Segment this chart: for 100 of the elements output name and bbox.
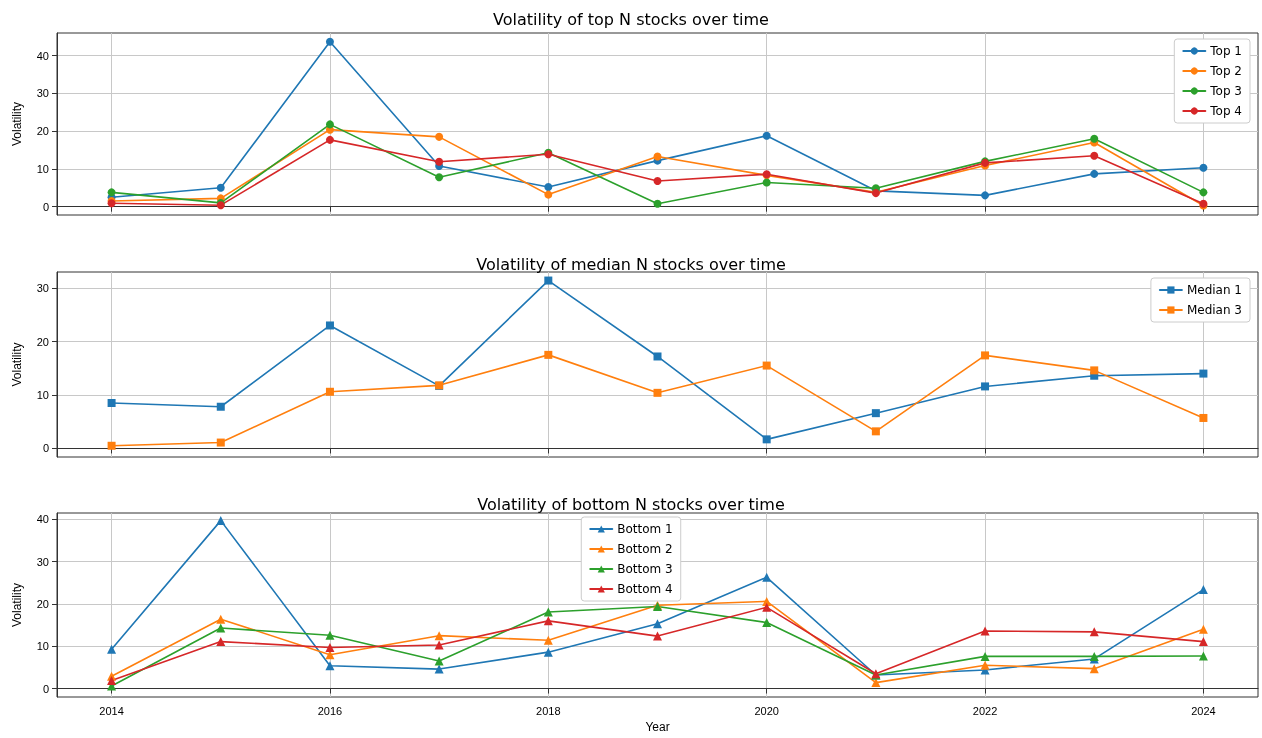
point bbox=[1090, 134, 1099, 143]
point bbox=[434, 664, 444, 674]
point bbox=[325, 135, 334, 144]
y-axis-title: Volatility bbox=[10, 101, 24, 147]
legend-label: Bottom 1 bbox=[617, 522, 673, 536]
legend-label: Median 3 bbox=[1186, 303, 1243, 317]
point bbox=[762, 572, 772, 582]
y-tick-label: 20 bbox=[36, 335, 49, 348]
point bbox=[1199, 413, 1208, 422]
x-tick-label: 2018 bbox=[536, 704, 561, 717]
point bbox=[653, 352, 662, 361]
x-tick-label: 2024 bbox=[1191, 704, 1216, 717]
point bbox=[107, 644, 117, 654]
point bbox=[434, 656, 444, 666]
point bbox=[216, 623, 226, 633]
point bbox=[980, 651, 990, 661]
y-axis-title: Volatility bbox=[10, 342, 24, 387]
y-tick-label: 30 bbox=[36, 555, 49, 568]
point bbox=[653, 152, 662, 161]
point bbox=[653, 631, 662, 641]
point bbox=[981, 382, 990, 391]
y-tick-label: 30 bbox=[36, 87, 49, 100]
point bbox=[325, 120, 334, 129]
point bbox=[325, 321, 334, 330]
point bbox=[216, 183, 225, 192]
chart-title: Volatility of bottom N stocks over time bbox=[477, 494, 785, 514]
point bbox=[653, 177, 662, 186]
legend-label: Top 3 bbox=[1209, 84, 1242, 98]
point bbox=[1090, 366, 1099, 375]
y-tick-label: 0 bbox=[42, 682, 49, 695]
point bbox=[543, 635, 553, 645]
point bbox=[762, 618, 772, 628]
point bbox=[981, 191, 990, 200]
point bbox=[1199, 188, 1208, 197]
point bbox=[1198, 624, 1208, 634]
point bbox=[762, 131, 771, 140]
legend-label: Top 2 bbox=[1209, 64, 1242, 78]
x-tick-label: 2022 bbox=[972, 704, 998, 717]
point bbox=[434, 631, 444, 641]
point bbox=[544, 183, 553, 192]
point bbox=[871, 427, 880, 436]
point bbox=[325, 630, 335, 640]
point bbox=[762, 178, 771, 187]
point bbox=[325, 661, 335, 671]
point bbox=[107, 399, 116, 407]
x-tick-label: 2016 bbox=[317, 704, 343, 717]
legend-label: Median 1 bbox=[1186, 283, 1243, 297]
legend-label: Bottom 2 bbox=[617, 542, 673, 556]
point bbox=[1198, 585, 1208, 595]
y-tick-label: 0 bbox=[42, 200, 49, 213]
chart-title: Volatility of top N stocks over time bbox=[493, 9, 769, 29]
point bbox=[762, 435, 771, 444]
point bbox=[216, 438, 225, 447]
point bbox=[762, 361, 771, 370]
point bbox=[544, 190, 553, 199]
legend-label: Top 1 bbox=[1209, 44, 1242, 58]
x-tick-label: 2020 bbox=[754, 704, 779, 717]
point bbox=[1090, 151, 1099, 160]
y-tick-label: 10 bbox=[36, 388, 49, 401]
x-axis-title: Year bbox=[645, 719, 670, 734]
point bbox=[435, 157, 444, 166]
point bbox=[653, 199, 662, 208]
y-axis-title: Volatility bbox=[10, 582, 24, 628]
point bbox=[544, 350, 553, 359]
y-tick-label: 0 bbox=[42, 442, 49, 455]
y-tick-label: 20 bbox=[36, 597, 49, 610]
point bbox=[1198, 637, 1208, 647]
point bbox=[325, 643, 335, 653]
point bbox=[653, 388, 662, 397]
point bbox=[435, 173, 444, 182]
y-tick-label: 10 bbox=[36, 640, 49, 653]
point bbox=[325, 37, 334, 46]
point bbox=[1090, 169, 1099, 178]
x-tick-label: 2014 bbox=[99, 704, 124, 717]
point bbox=[435, 132, 444, 141]
legend-label: Top 4 bbox=[1209, 104, 1242, 118]
point bbox=[981, 351, 990, 360]
point bbox=[543, 647, 553, 657]
chart-title: Volatility of median N stocks over time bbox=[476, 254, 786, 274]
point bbox=[544, 276, 553, 285]
legend-label: Bottom 3 bbox=[617, 562, 673, 576]
point bbox=[1199, 163, 1208, 172]
point bbox=[107, 441, 116, 450]
point bbox=[107, 188, 116, 197]
point bbox=[980, 660, 990, 670]
point bbox=[980, 626, 990, 636]
y-tick-label: 40 bbox=[36, 513, 49, 526]
point bbox=[762, 602, 772, 612]
point bbox=[325, 387, 334, 396]
point bbox=[216, 402, 225, 411]
point bbox=[216, 614, 226, 624]
y-tick-label: 40 bbox=[36, 49, 49, 62]
y-tick-label: 30 bbox=[36, 282, 49, 295]
point bbox=[107, 676, 117, 685]
y-tick-label: 10 bbox=[36, 162, 49, 175]
point bbox=[871, 678, 881, 688]
y-tick-label: 20 bbox=[36, 125, 49, 138]
legend-label: Bottom 4 bbox=[617, 582, 673, 596]
point bbox=[1199, 369, 1208, 378]
point bbox=[653, 619, 662, 629]
